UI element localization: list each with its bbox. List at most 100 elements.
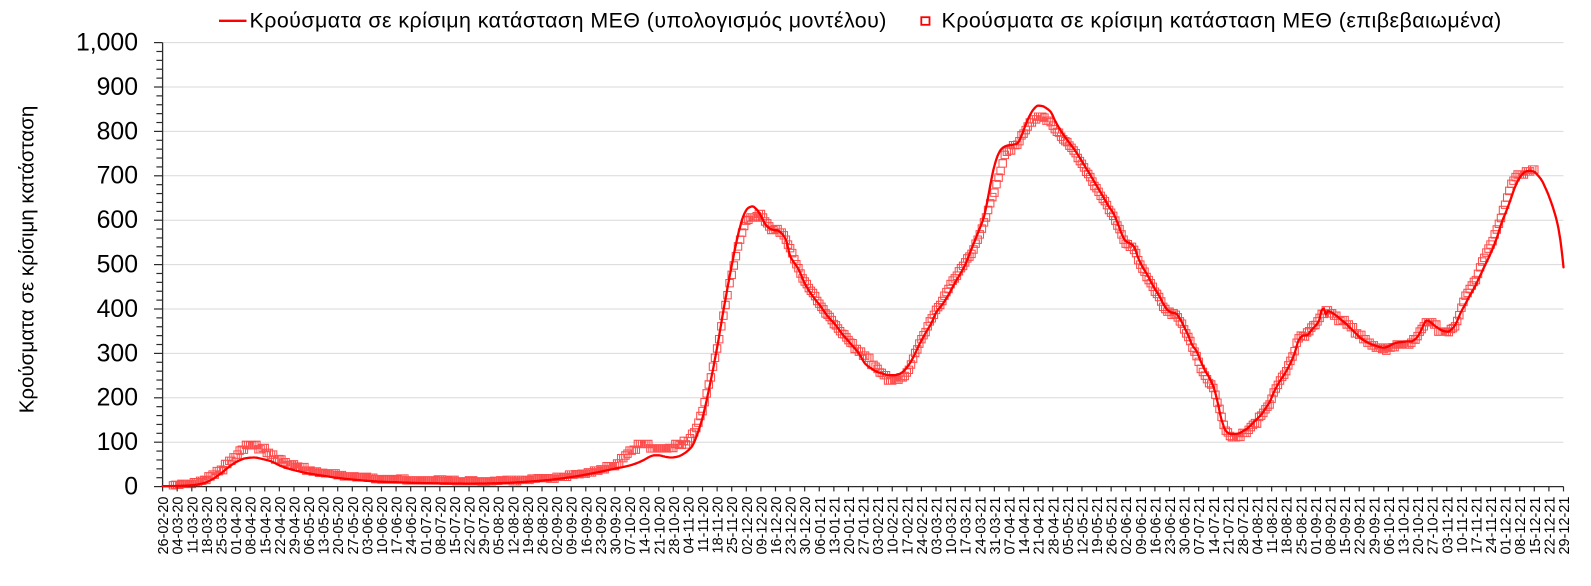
svg-text:26-08-20: 26-08-20 xyxy=(536,497,552,555)
svg-text:01-09-21: 01-09-21 xyxy=(1309,497,1325,555)
svg-text:03-02-21: 03-02-21 xyxy=(871,497,887,555)
svg-text:02-06-21: 02-06-21 xyxy=(1119,497,1135,555)
svg-text:29-09-21: 29-09-21 xyxy=(1367,497,1383,555)
svg-text:14-04-21: 14-04-21 xyxy=(1017,497,1033,555)
svg-text:800: 800 xyxy=(97,118,138,145)
svg-text:500: 500 xyxy=(97,252,138,279)
svg-text:24-02-21: 24-02-21 xyxy=(915,497,931,555)
svg-text:21-10-20: 21-10-20 xyxy=(652,497,668,555)
svg-text:29-07-20: 29-07-20 xyxy=(477,497,493,555)
svg-text:07-07-21: 07-07-21 xyxy=(1192,497,1208,555)
svg-text:06-10-21: 06-10-21 xyxy=(1382,497,1398,555)
svg-text:24-03-21: 24-03-21 xyxy=(973,497,989,555)
svg-text:26-02-20: 26-02-20 xyxy=(156,497,172,555)
svg-text:1,000: 1,000 xyxy=(76,30,138,57)
svg-text:30-06-21: 30-06-21 xyxy=(1178,497,1194,555)
svg-text:27-10-21: 27-10-21 xyxy=(1426,497,1442,555)
svg-text:25-03-20: 25-03-20 xyxy=(214,497,230,555)
svg-text:Κρούσματα σε κρίσιμη κατάσταση: Κρούσματα σε κρίσιμη κατάσταση ΜΕΘ (επιβ… xyxy=(942,9,1502,33)
svg-text:100: 100 xyxy=(97,429,138,456)
svg-text:07-04-21: 07-04-21 xyxy=(1002,497,1018,555)
svg-text:22-12-21: 22-12-21 xyxy=(1542,497,1558,555)
svg-text:400: 400 xyxy=(97,296,138,323)
svg-text:15-04-20: 15-04-20 xyxy=(258,497,274,555)
svg-text:10-06-20: 10-06-20 xyxy=(375,497,391,555)
svg-text:22-07-20: 22-07-20 xyxy=(463,497,479,555)
svg-text:29-04-20: 29-04-20 xyxy=(287,497,303,555)
svg-text:07-10-20: 07-10-20 xyxy=(623,497,639,555)
svg-text:15-07-20: 15-07-20 xyxy=(448,497,464,555)
svg-text:23-12-20: 23-12-20 xyxy=(784,497,800,555)
svg-text:13-10-21: 13-10-21 xyxy=(1396,497,1412,555)
svg-text:04-11-20: 04-11-20 xyxy=(681,497,697,554)
svg-text:16-12-20: 16-12-20 xyxy=(769,497,785,555)
svg-text:08-12-21: 08-12-21 xyxy=(1513,497,1529,555)
svg-text:02-09-20: 02-09-20 xyxy=(550,497,566,555)
svg-text:28-04-21: 28-04-21 xyxy=(1046,497,1062,555)
svg-text:600: 600 xyxy=(97,207,138,234)
svg-text:27-01-21: 27-01-21 xyxy=(857,497,873,555)
svg-text:13-01-21: 13-01-21 xyxy=(827,497,843,555)
svg-text:03-11-21: 03-11-21 xyxy=(1440,497,1456,554)
svg-text:04-03-20: 04-03-20 xyxy=(171,497,187,555)
svg-text:10-03-21: 10-03-21 xyxy=(944,497,960,555)
svg-text:30-09-20: 30-09-20 xyxy=(608,497,624,555)
svg-text:11-08-21: 11-08-21 xyxy=(1265,497,1281,554)
svg-text:16-06-21: 16-06-21 xyxy=(1148,497,1164,555)
svg-text:24-06-20: 24-06-20 xyxy=(404,497,420,555)
svg-text:03-03-21: 03-03-21 xyxy=(930,497,946,555)
svg-text:09-06-21: 09-06-21 xyxy=(1134,497,1150,555)
svg-text:20-05-20: 20-05-20 xyxy=(331,497,347,555)
svg-text:17-06-20: 17-06-20 xyxy=(390,497,406,555)
svg-text:16-09-20: 16-09-20 xyxy=(579,497,595,555)
svg-text:15-12-21: 15-12-21 xyxy=(1528,497,1544,555)
svg-text:08-04-20: 08-04-20 xyxy=(244,497,260,555)
svg-text:17-03-21: 17-03-21 xyxy=(959,497,975,555)
svg-text:01-04-20: 01-04-20 xyxy=(229,497,245,555)
svg-text:01-07-20: 01-07-20 xyxy=(419,497,435,555)
svg-text:09-09-20: 09-09-20 xyxy=(565,497,581,555)
svg-text:31-03-21: 31-03-21 xyxy=(988,497,1004,555)
svg-text:28-10-20: 28-10-20 xyxy=(667,497,683,555)
svg-text:18-03-20: 18-03-20 xyxy=(200,497,216,555)
svg-text:12-05-21: 12-05-21 xyxy=(1075,497,1091,555)
svg-text:200: 200 xyxy=(97,385,138,412)
svg-text:09-12-20: 09-12-20 xyxy=(754,497,770,555)
svg-text:05-08-20: 05-08-20 xyxy=(492,497,508,555)
svg-text:12-08-20: 12-08-20 xyxy=(506,497,522,555)
svg-text:08-07-20: 08-07-20 xyxy=(433,497,449,555)
svg-text:900: 900 xyxy=(97,74,138,101)
svg-text:08-09-21: 08-09-21 xyxy=(1324,497,1340,555)
svg-text:0: 0 xyxy=(124,474,138,501)
svg-text:30-12-20: 30-12-20 xyxy=(798,497,814,555)
svg-text:10-02-21: 10-02-21 xyxy=(886,497,902,555)
svg-text:28-07-21: 28-07-21 xyxy=(1236,497,1252,555)
svg-text:18-11-20: 18-11-20 xyxy=(711,497,727,554)
svg-text:06-05-20: 06-05-20 xyxy=(302,497,318,555)
svg-text:700: 700 xyxy=(97,163,138,190)
svg-text:300: 300 xyxy=(97,340,138,367)
svg-text:06-01-21: 06-01-21 xyxy=(813,497,829,555)
svg-text:Κρούσματα σε κρίσιμη κατάσταση: Κρούσματα σε κρίσιμη κατάσταση xyxy=(16,106,39,414)
svg-text:03-06-20: 03-06-20 xyxy=(360,497,376,555)
svg-text:27-05-20: 27-05-20 xyxy=(346,497,362,555)
svg-text:19-08-20: 19-08-20 xyxy=(521,497,537,555)
svg-text:20-10-21: 20-10-21 xyxy=(1411,497,1427,555)
svg-text:21-04-21: 21-04-21 xyxy=(1032,497,1048,555)
svg-text:14-07-21: 14-07-21 xyxy=(1207,497,1223,555)
svg-text:20-01-21: 20-01-21 xyxy=(842,497,858,555)
svg-text:22-04-20: 22-04-20 xyxy=(273,497,289,555)
svg-text:23-06-21: 23-06-21 xyxy=(1163,497,1179,555)
svg-text:29-12-21: 29-12-21 xyxy=(1557,497,1573,555)
svg-text:17-02-21: 17-02-21 xyxy=(900,497,916,555)
svg-text:Κρούσματα σε κρίσιμη κατάσταση: Κρούσματα σε κρίσιμη κατάσταση ΜΕΘ (υπολ… xyxy=(250,9,887,33)
svg-text:22-09-21: 22-09-21 xyxy=(1353,497,1369,555)
svg-text:05-05-21: 05-05-21 xyxy=(1061,497,1077,555)
svg-text:24-11-21: 24-11-21 xyxy=(1484,497,1500,554)
svg-text:11-03-20: 11-03-20 xyxy=(185,497,201,554)
svg-text:18-08-21: 18-08-21 xyxy=(1280,497,1296,555)
svg-text:25-08-21: 25-08-21 xyxy=(1294,497,1310,555)
svg-text:19-05-21: 19-05-21 xyxy=(1090,497,1106,555)
svg-text:26-05-21: 26-05-21 xyxy=(1105,497,1121,555)
svg-text:14-10-20: 14-10-20 xyxy=(638,497,654,555)
